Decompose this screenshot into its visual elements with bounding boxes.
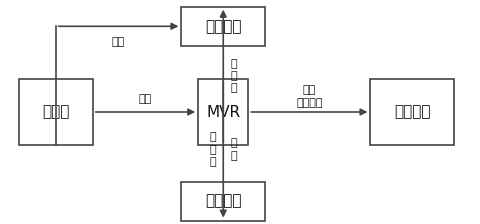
Text: 工业用水: 工业用水	[205, 194, 241, 209]
Text: 电能: 电能	[112, 37, 125, 47]
Text: 淡水
渗膜处理: 淡水 渗膜处理	[296, 85, 323, 108]
Bar	[371, 79, 454, 145]
Text: 电能: 电能	[139, 94, 152, 104]
Bar	[19, 79, 93, 145]
Text: MVR: MVR	[206, 105, 240, 119]
Text: 浓
海
水: 浓 海 水	[230, 59, 237, 93]
Bar	[198, 79, 248, 145]
Bar	[181, 7, 265, 46]
Text: 生活用水: 生活用水	[394, 105, 431, 119]
Text: 潮汐能: 潮汐能	[42, 105, 70, 119]
Text: 制盐炼肥: 制盐炼肥	[205, 19, 241, 34]
Bar	[181, 182, 265, 220]
Text: 未
处
理: 未 处 理	[209, 132, 216, 167]
Text: 淡
水: 淡 水	[230, 138, 237, 161]
